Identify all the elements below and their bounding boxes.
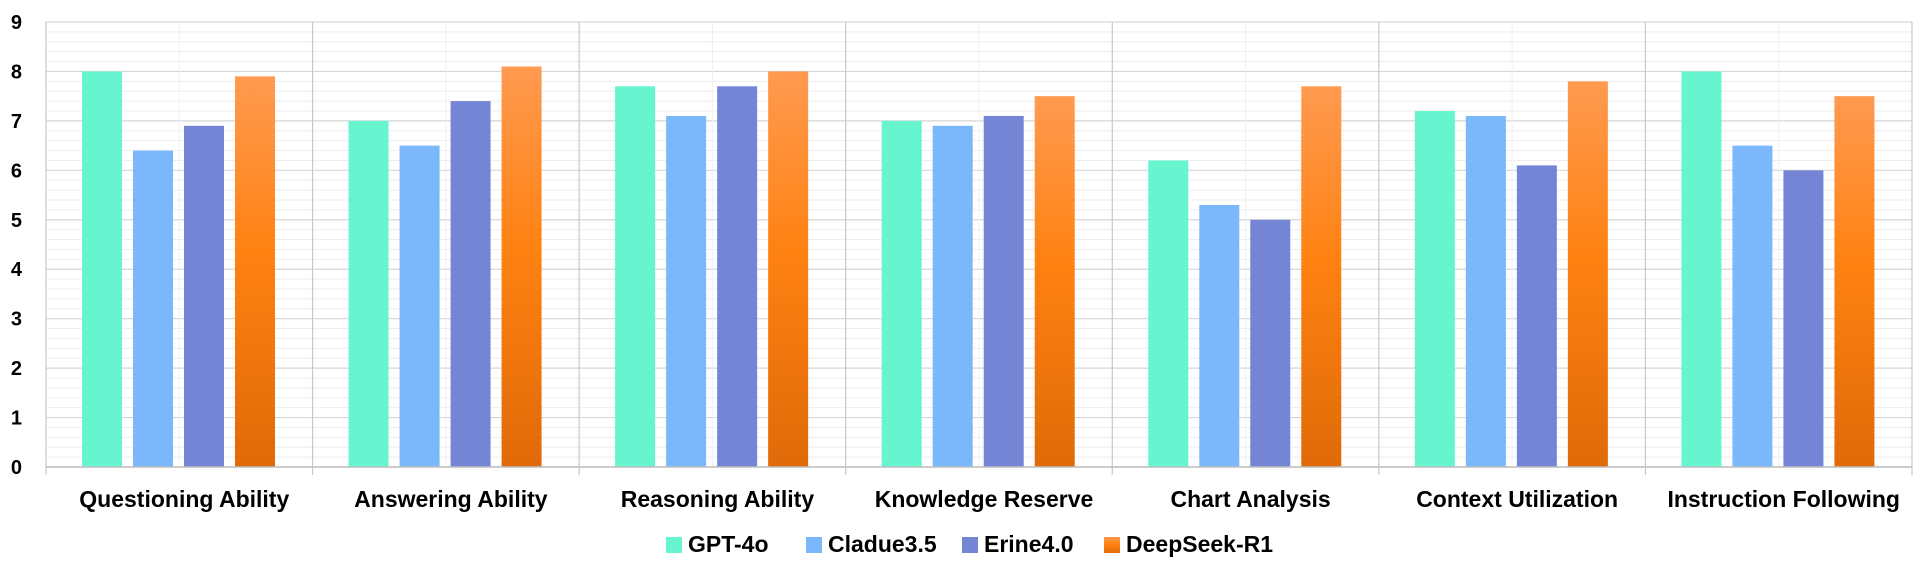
category-label: Questioning Ability: [79, 486, 289, 512]
bar-gpt-4o: [1681, 71, 1722, 467]
y-tick-label: 2: [11, 358, 22, 380]
bar-deepseek-r1: [235, 76, 275, 467]
bars: [82, 66, 1875, 468]
y-tick-label: 7: [11, 111, 22, 133]
bar-deepseek-r1: [1567, 81, 1608, 467]
bar-cladue3-5: [1465, 115, 1506, 467]
bar-deepseek-r1: [768, 71, 809, 467]
legend-label: DeepSeek-R1: [1126, 531, 1273, 557]
legend-label: Erine4.0: [984, 531, 1074, 557]
bar-erine4-0: [450, 101, 491, 467]
grid-lines: [45, 21, 1913, 475]
bar-deepseek-r1: [1834, 96, 1875, 468]
legend-swatch: [806, 537, 822, 553]
axes: 0 1 2 3 4 5 6 7 8 9 Questioning Ability Answering A…: [11, 12, 1912, 512]
bar-cladue3-5: [932, 125, 973, 467]
category-label: Reasoning Ability: [621, 486, 815, 512]
bar-gpt-4o: [82, 71, 122, 467]
bar-cladue3-5: [666, 115, 707, 467]
bar-cladue3-5: [1199, 204, 1240, 467]
category-label: Chart Analysis: [1170, 486, 1330, 512]
bar-deepseek-r1: [1034, 96, 1075, 468]
y-tick-label: 0: [11, 457, 22, 479]
bar-gpt-4o: [1148, 160, 1189, 467]
y-tick-label: 9: [11, 12, 22, 34]
y-tick-label: 6: [11, 160, 22, 182]
legend-label: Cladue3.5: [828, 531, 937, 557]
y-tick-label: 5: [11, 210, 22, 232]
category-label: Instruction Following: [1667, 486, 1900, 512]
y-tick-label: 4: [11, 259, 23, 281]
bar-cladue3-5: [1732, 145, 1773, 467]
legend-swatch: [962, 537, 978, 553]
bar-deepseek-r1: [1301, 86, 1342, 468]
bar-gpt-4o: [348, 120, 389, 467]
bar-erine4-0: [1250, 219, 1291, 467]
legend: GPT-4o Cladue3.5 Erine4.0 DeepSeek-R1: [666, 531, 1273, 557]
category-label: Context Utilization: [1416, 486, 1618, 512]
category-label: Answering Ability: [354, 486, 548, 512]
legend-swatch: [666, 537, 682, 553]
bar-gpt-4o: [1414, 111, 1455, 467]
bar-cladue3-5: [399, 145, 440, 467]
bar-erine4-0: [717, 86, 758, 468]
bar-cladue3-5: [133, 150, 173, 468]
category-label: Knowledge Reserve: [875, 486, 1094, 512]
bar-erine4-0: [1783, 170, 1824, 468]
y-tick-label: 1: [11, 408, 22, 430]
y-tick-label: 8: [11, 61, 22, 83]
bar-deepseek-r1: [501, 66, 542, 467]
legend-swatch: [1104, 537, 1120, 553]
y-tick-label: 3: [11, 309, 22, 331]
bar-gpt-4o: [615, 86, 656, 468]
bar-erine4-0: [1516, 165, 1557, 467]
bar-gpt-4o: [881, 120, 922, 467]
bar-erine4-0: [184, 125, 224, 467]
bar-erine4-0: [983, 115, 1024, 467]
legend-label: GPT-4o: [688, 531, 769, 557]
